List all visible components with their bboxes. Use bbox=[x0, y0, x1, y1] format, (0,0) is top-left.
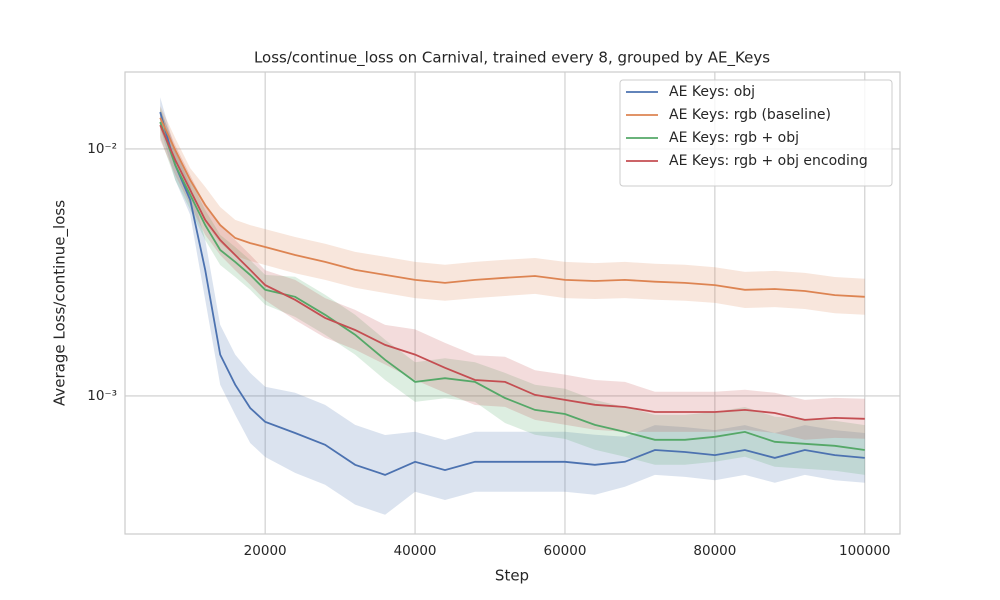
x-tick-label: 80000 bbox=[693, 543, 736, 559]
legend-label: AE Keys: obj bbox=[669, 84, 755, 100]
chart-title: Loss/continue_loss on Carnival, trained … bbox=[254, 49, 770, 68]
x-tick-label: 40000 bbox=[394, 543, 437, 559]
x-tick-label: 20000 bbox=[244, 543, 287, 559]
x-tick-label: 100000 bbox=[839, 543, 891, 559]
confidence-band bbox=[160, 110, 865, 440]
confidence-band bbox=[160, 105, 865, 315]
x-axis-label: Step bbox=[495, 567, 529, 585]
y-tick-label: 10⁻³ bbox=[87, 388, 117, 404]
series-line bbox=[159, 111, 865, 476]
series-line bbox=[159, 124, 865, 421]
y-tick-label: 10⁻² bbox=[87, 141, 117, 157]
series-line bbox=[159, 117, 865, 298]
series-line bbox=[159, 121, 865, 451]
legend-box bbox=[619, 79, 893, 187]
y-axis-label: Average Loss/continue_loss bbox=[51, 200, 70, 406]
legend-label: AE Keys: rgb + obj bbox=[669, 130, 799, 146]
x-tick-label: 60000 bbox=[543, 543, 586, 559]
plot-frame bbox=[124, 71, 901, 535]
legend-label: AE Keys: rgb + obj encoding bbox=[669, 153, 868, 169]
confidence-band bbox=[160, 97, 865, 515]
legend-label: AE Keys: rgb (baseline) bbox=[669, 107, 831, 123]
